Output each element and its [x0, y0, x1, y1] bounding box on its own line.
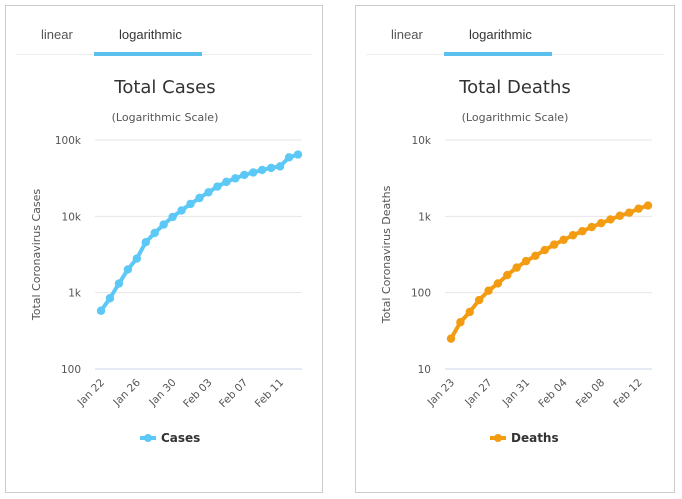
data-point	[531, 251, 540, 261]
x-tick-label: Jan 23	[425, 377, 457, 409]
x-tick-label: Feb 12	[611, 377, 644, 410]
data-point	[512, 263, 521, 272]
data-point	[493, 279, 503, 288]
data-point	[606, 215, 615, 224]
deaths-chart: Total Deaths (Logarithmic Scale) 10 100 1k 10…	[380, 77, 653, 445]
y-tick-label: 100k	[55, 135, 82, 147]
chart-subtitle: (Logarithmic Scale)	[462, 111, 569, 124]
chart-title: Total Cases	[113, 77, 215, 98]
cases-panel: linear logarithmic Total Cases (Logarithm…	[5, 5, 323, 493]
data-point	[177, 206, 186, 215]
data-point	[195, 193, 204, 203]
data-point	[596, 218, 606, 228]
y-tick-label: 10k	[62, 211, 82, 223]
x-tick-label: Jan 31	[500, 377, 532, 409]
tab-linear[interactable]: linear	[41, 27, 73, 42]
y-axis-title: Total Coronavirus Cases	[30, 189, 43, 322]
data-point	[168, 212, 177, 222]
data-point	[643, 201, 653, 210]
scale-tabs: linear logarithmic	[16, 6, 312, 56]
data-point	[465, 307, 474, 317]
y-axis-title: Total Coronavirus Deaths	[380, 185, 393, 324]
x-tick-label: Jan 26	[110, 376, 143, 409]
data-point	[96, 306, 106, 315]
tab-linear[interactable]: linear	[391, 27, 423, 42]
legend-label: Deaths	[511, 431, 559, 445]
chart-subtitle: (Logarithmic Scale)	[112, 111, 219, 124]
y-tick-label: 1k	[68, 288, 82, 300]
data-point	[559, 235, 568, 245]
chart-title: Total Deaths	[458, 77, 571, 98]
data-point	[231, 174, 240, 183]
y-tick-label: 100	[61, 364, 81, 376]
x-tick-label: Feb 08	[574, 377, 607, 410]
data-point	[186, 199, 195, 209]
x-tick-label: Feb 03	[181, 377, 214, 410]
data-point	[615, 211, 625, 220]
data-point	[540, 245, 550, 255]
data-point	[141, 238, 150, 247]
x-tick-label: Jan 22	[75, 377, 107, 409]
data-point	[240, 170, 249, 180]
y-tick-label: 10k	[412, 135, 432, 147]
active-tab-indicator	[444, 52, 552, 56]
data-point	[446, 334, 456, 343]
data-point	[568, 231, 578, 240]
series-line-cases	[99, 152, 300, 313]
data-point	[114, 279, 124, 288]
cases-chart: Total Cases (Logarithmic Scale) 100 1k 10k 10…	[30, 77, 303, 445]
tab-logarithmic[interactable]: logarithmic	[469, 27, 532, 42]
data-point	[266, 163, 276, 173]
data-point	[503, 270, 512, 280]
deaths-panel: linear logarithmic Total Deaths (Logarith…	[355, 5, 675, 493]
data-point	[213, 182, 222, 191]
x-tick-label: Feb 07	[217, 377, 250, 410]
legend-marker-icon	[144, 434, 152, 442]
data-point	[549, 240, 559, 249]
x-tick-label: Feb 11	[253, 377, 286, 410]
data-point	[132, 254, 142, 263]
data-point	[105, 294, 115, 303]
active-tab-indicator	[94, 52, 202, 56]
data-point	[474, 295, 484, 305]
data-point	[123, 265, 133, 274]
scale-tabs: linear logarithmic	[366, 6, 664, 56]
y-tick-label: 10	[418, 364, 431, 376]
data-point	[578, 227, 587, 236]
x-tick-label: Jan 30	[146, 377, 178, 409]
legend-marker-icon	[494, 434, 502, 442]
x-tick-label: Jan 27	[462, 377, 494, 409]
data-point	[634, 204, 643, 213]
data-point	[275, 162, 285, 171]
data-point	[204, 188, 213, 197]
y-tick-label: 1k	[418, 211, 432, 223]
data-point	[587, 222, 596, 232]
legend-label: Cases	[161, 431, 200, 445]
x-tick-label: Feb 04	[536, 376, 570, 410]
data-point	[257, 165, 267, 175]
series-line-deaths	[449, 203, 650, 341]
data-point	[150, 228, 159, 238]
data-point	[293, 150, 303, 159]
data-point	[222, 177, 231, 187]
data-point	[284, 153, 294, 162]
data-point	[521, 256, 531, 266]
data-point	[249, 168, 258, 177]
tab-logarithmic[interactable]: logarithmic	[119, 27, 182, 42]
data-point	[456, 318, 465, 327]
data-point	[625, 208, 634, 217]
data-point	[484, 286, 493, 295]
data-point	[159, 220, 168, 229]
y-tick-label: 100	[411, 288, 431, 300]
